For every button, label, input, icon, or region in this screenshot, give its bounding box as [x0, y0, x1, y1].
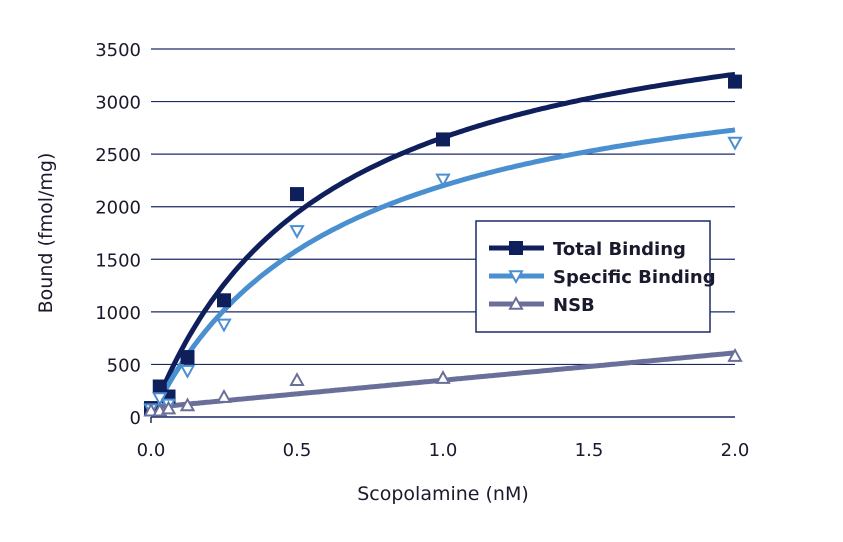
data-point-nsb	[143, 402, 159, 417]
legend-label: Specific Binding	[553, 267, 716, 288]
data-point-nsb	[216, 388, 232, 403]
x-tick-label: 1.0	[429, 440, 458, 461]
x-tick-label: 2.0	[721, 440, 750, 461]
data-point-nsb	[160, 400, 177, 415]
data-point-total-binding	[217, 293, 231, 308]
fit-curve-specific-binding	[157, 127, 736, 402]
data-point-total-binding	[290, 187, 304, 202]
axes: 0 500 1000 1500 2000 2500 3000 3500 0.0 0.5 1.0 1.5…	[95, 40, 749, 461]
x-axis-label: Scopolamine (nM)	[357, 483, 529, 505]
data-point-nsb	[179, 397, 196, 412]
data-point-nsb	[289, 372, 305, 386]
legend-marker	[508, 270, 524, 285]
data-point-specific-binding	[435, 173, 451, 188]
legend-label: Total Binding	[553, 239, 686, 260]
data-point-specific-binding	[289, 225, 305, 239]
data-point-total-binding	[728, 74, 742, 89]
data-point-total-binding	[180, 350, 195, 365]
legend-marker	[508, 295, 524, 310]
y-tick-label: 2500	[95, 145, 141, 166]
y-tick-label: 1500	[95, 250, 141, 271]
legend-label: NSB	[553, 295, 595, 316]
legend: Total Binding Specific Binding NSB	[475, 220, 716, 333]
data-point-specific-binding	[216, 318, 232, 333]
x-tick-label: 1.5	[575, 440, 604, 461]
y-tick-label: 3000	[95, 93, 141, 114]
y-tick-label: 500	[107, 355, 141, 376]
y-tick-label: 3500	[95, 40, 141, 61]
y-tick-label: 1000	[95, 303, 141, 324]
y-axis-label: Bound (fmol/mg)	[35, 153, 57, 314]
data-point-specific-binding	[179, 364, 196, 379]
data-point-nsb	[435, 370, 451, 384]
y-tick-label: 0	[130, 408, 141, 429]
data-point-nsb	[727, 347, 743, 362]
data-point-total-binding	[436, 132, 450, 147]
legend-marker	[509, 241, 523, 255]
data-points	[143, 74, 743, 418]
x-tick-label: 0.5	[283, 440, 312, 461]
x-tick-label: 0.0	[137, 440, 166, 461]
y-tick-label: 2000	[95, 198, 141, 219]
data-point-specific-binding	[727, 136, 743, 151]
